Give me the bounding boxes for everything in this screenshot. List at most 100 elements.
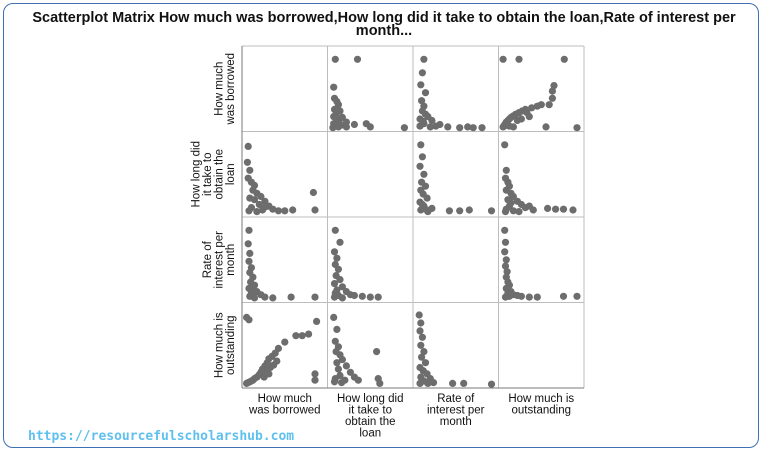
scatter-point-r2c1 — [336, 276, 344, 284]
scatter-point-r2c1 — [358, 292, 366, 300]
row-label-1: How long did — [191, 141, 203, 207]
scatter-point-r3c0 — [281, 338, 289, 346]
scatter-point-r0c1 — [331, 55, 339, 63]
scatter-point-r3c1 — [342, 362, 350, 370]
scatter-point-r3c1 — [354, 376, 362, 384]
row-label-3: How much is — [214, 312, 226, 378]
scatter-point-r2c0 — [244, 240, 252, 248]
scatter-point-r1c0 — [309, 188, 317, 197]
scatter-point-r0c2 — [418, 69, 426, 77]
scatter-point-r3c0 — [273, 357, 281, 365]
scatter-point-r2c1 — [366, 293, 374, 301]
scatter-point-r2c3 — [501, 238, 510, 246]
scatter-point-r0c2 — [456, 124, 464, 132]
scatter-point-r1c2 — [456, 207, 464, 215]
row-label-1: obtain the — [214, 149, 226, 200]
scatter-point-r1c0 — [269, 205, 277, 213]
scatter-point-r1c2 — [421, 182, 430, 190]
scatter-point-r2c1 — [336, 238, 344, 246]
scatter-point-r2c1 — [330, 248, 339, 256]
scatter-point-r1c3 — [552, 205, 560, 213]
column-label-3: How much is — [508, 393, 574, 405]
scatter-point-r0c3 — [533, 102, 541, 110]
scatter-point-r0c3 — [528, 104, 536, 112]
scatter-point-r2c3 — [501, 262, 510, 270]
scatter-point-r2c3 — [503, 268, 511, 276]
scatter-point-r3c2 — [418, 333, 426, 341]
scatter-point-r1c0 — [274, 207, 282, 215]
scatter-point-r2c3 — [559, 292, 568, 300]
row-label-1: loan — [225, 163, 237, 185]
scatter-point-r1c0 — [255, 200, 263, 209]
column-label-0: was borrowed — [248, 405, 321, 417]
scatter-point-r2c3 — [501, 248, 509, 256]
column-label-1: it take to — [349, 405, 392, 417]
scatter-point-r0c2 — [426, 123, 434, 131]
scatter-point-r1c0 — [244, 142, 252, 150]
scatter-point-r1c3 — [501, 141, 509, 149]
scatter-point-r2c3 — [573, 292, 581, 300]
scatter-point-r2c0 — [246, 249, 254, 257]
scatter-point-r0c3 — [517, 115, 526, 123]
scatter-point-r1c0 — [262, 203, 270, 211]
scatter-point-r1c0 — [257, 192, 265, 201]
scatter-point-r3c0 — [305, 330, 313, 338]
scatter-point-r1c0 — [246, 166, 254, 174]
row-label-0: was borrowed — [225, 53, 237, 126]
scatter-point-r3c2 — [417, 341, 425, 349]
scatter-point-r1c3 — [544, 204, 552, 212]
scatter-point-r3c2 — [416, 379, 424, 387]
scatter-point-r0c2 — [428, 116, 436, 125]
scatter-point-r0c3 — [548, 87, 557, 95]
scatter-point-r0c1 — [330, 83, 338, 91]
scatter-point-r1c3 — [559, 205, 568, 213]
scatter-point-r0c2 — [432, 122, 440, 130]
scatter-point-r0c1 — [329, 124, 337, 132]
scatter-point-r2c0 — [269, 294, 277, 302]
scatter-point-r2c3 — [501, 293, 510, 301]
scatter-point-r1c3 — [525, 202, 533, 210]
scatter-point-r2c1 — [334, 265, 342, 273]
scatter-point-r0c3 — [560, 55, 568, 63]
scatter-point-r1c3 — [569, 206, 577, 214]
scatter-point-r0c2 — [421, 110, 430, 118]
scatter-point-r2c1 — [333, 254, 341, 262]
scatter-point-r0c3 — [509, 123, 517, 131]
column-label-2: Rate of — [437, 393, 475, 405]
scatter-point-r1c2 — [423, 194, 431, 202]
column-label-2: interest per — [427, 405, 485, 417]
scatter-point-r3c0 — [313, 317, 321, 325]
scatter-point-r3c2 — [460, 379, 468, 387]
scatter-point-r1c0 — [243, 158, 251, 166]
scatter-point-r1c2 — [487, 207, 496, 215]
scatter-point-r3c2 — [415, 311, 423, 319]
scatter-point-r2c0 — [245, 257, 253, 265]
row-label-0: How much — [214, 62, 226, 116]
column-label-1: How long did — [337, 393, 403, 405]
scatter-point-r2c0 — [245, 226, 253, 234]
scatter-point-r2c1 — [374, 293, 382, 301]
scatter-point-r3c0 — [298, 332, 306, 340]
row-label-2: interest per — [214, 231, 226, 289]
scatter-point-r0c3 — [499, 55, 507, 63]
scatter-point-r1c0 — [245, 207, 253, 215]
scatter-point-r1c3 — [509, 207, 517, 215]
scatter-point-r0c1 — [330, 113, 338, 121]
scatter-point-r2c0 — [250, 294, 259, 302]
scatter-point-r0c2 — [444, 123, 452, 131]
scatter-point-r3c1 — [376, 379, 384, 387]
scatter-point-r2c1 — [331, 226, 339, 234]
row-label-1: it take to — [202, 153, 214, 196]
scatter-point-r2c3 — [502, 256, 510, 264]
scatter-point-r0c3 — [515, 55, 523, 63]
watermark-url: https://resourcefulscholarshub.com — [28, 429, 295, 444]
scatter-point-r2c3 — [525, 293, 533, 301]
scatter-point-r0c1 — [335, 119, 343, 127]
scatter-point-r2c3 — [533, 293, 541, 301]
scatter-point-r1c2 — [421, 205, 430, 213]
scatter-point-r3c1 — [333, 359, 341, 367]
scatter-point-r3c0 — [311, 370, 319, 378]
scatter-point-r1c0 — [289, 206, 297, 214]
scatter-point-r1c3 — [501, 208, 510, 216]
